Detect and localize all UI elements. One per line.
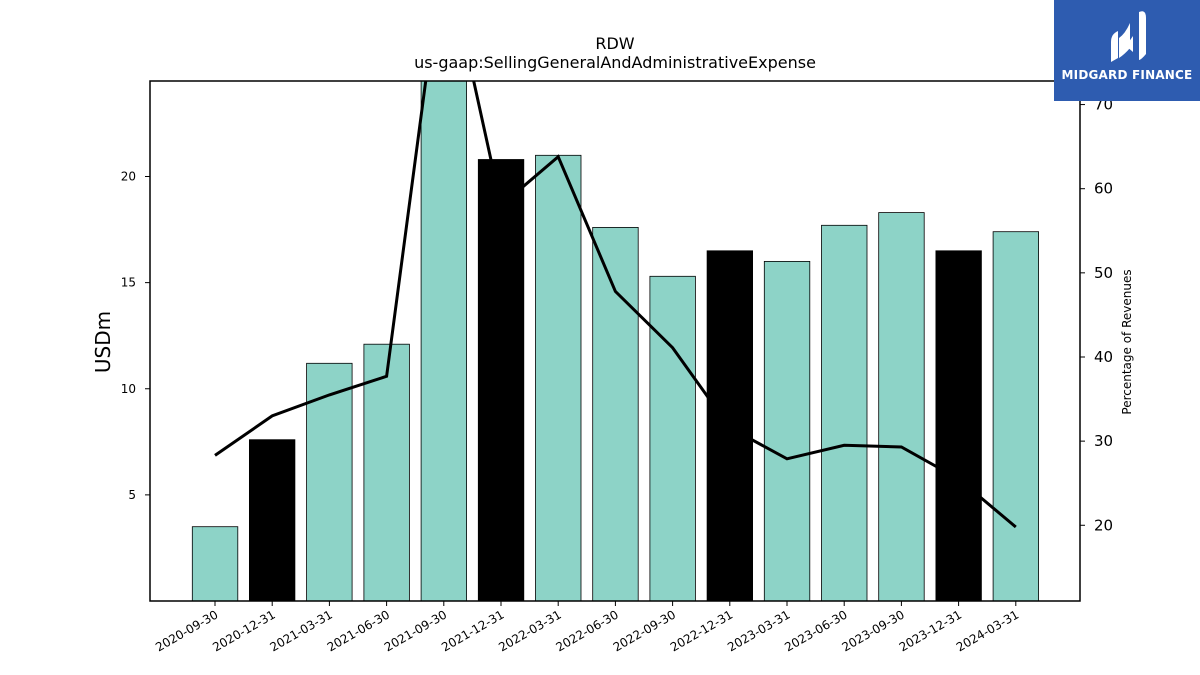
bar-2021-09-30 <box>420 81 468 601</box>
logo-text: MIDGARD FINANCE <box>1061 68 1193 82</box>
y-tick-label: 10 <box>121 382 136 396</box>
y2-tick-label: 20 <box>1094 516 1113 534</box>
y2-tick-label: 40 <box>1094 348 1113 366</box>
bar-2023-09-30 <box>878 212 925 601</box>
bar-2020-12-31 <box>248 439 296 601</box>
y-tick-label: 5 <box>128 488 136 502</box>
bar-series <box>191 81 1039 601</box>
line-series <box>214 81 1017 529</box>
y-axis-left: 5 10 15 20 <box>121 170 150 502</box>
bar-2023-03-31 <box>763 260 811 601</box>
x-tick-label: 2021-12-31 <box>439 607 506 654</box>
bar-2022-09-30 <box>649 275 696 601</box>
y2-tick-label: 30 <box>1094 432 1113 450</box>
x-tick-label: 2023-09-30 <box>839 607 906 654</box>
bar-2023-06-30 <box>821 224 868 601</box>
x-tick-label: 2021-03-31 <box>267 607 334 654</box>
y-tick-label: 20 <box>121 170 136 184</box>
bar-2022-03-31 <box>535 154 582 601</box>
bar-2021-03-31 <box>306 362 353 601</box>
midgard-finance-logo: MIDGARD FINANCE <box>1054 0 1200 101</box>
y2-axis-label: Percentage of Revenues <box>1120 269 1134 414</box>
bar-2022-06-30 <box>592 226 639 601</box>
x-tick-label: 2022-09-30 <box>611 607 678 654</box>
chart-title: RDW <box>595 34 634 53</box>
bar-2024-03-31 <box>992 231 1039 601</box>
percentage-of-revenues-line <box>214 81 1017 529</box>
x-tick-label: 2023-12-31 <box>897 607 964 654</box>
x-tick-label: 2024-03-31 <box>954 607 1021 654</box>
x-tick-label: 2022-06-30 <box>553 607 620 654</box>
x-tick-label: 2021-06-30 <box>325 607 392 654</box>
y-axis-label: USDm <box>91 311 115 373</box>
x-tick-label: 2020-12-31 <box>210 607 277 654</box>
bar-2021-06-30 <box>363 343 410 601</box>
x-tick-label: 2022-12-31 <box>668 607 735 654</box>
chart-subtitle: us-gaap:SellingGeneralAndAdministrativeE… <box>414 53 816 72</box>
y2-tick-label: 50 <box>1094 264 1113 282</box>
x-tick-label: 2022-03-31 <box>496 607 563 654</box>
x-tick-label: 2023-06-30 <box>782 607 849 654</box>
x-tick-label: 2020-09-30 <box>153 607 220 654</box>
bar-2021-12-31 <box>477 159 525 601</box>
y2-tick-label: 60 <box>1094 180 1113 198</box>
x-tick-label: 2023-03-31 <box>725 607 792 654</box>
logo-mark-icon <box>1111 11 1146 62</box>
x-axis: 2020-09-302020-12-312021-03-312021-06-30… <box>153 601 1021 654</box>
bar-2023-12-31 <box>935 250 982 601</box>
bar-2020-09-30 <box>191 526 239 601</box>
x-tick-label: 2021-09-30 <box>382 607 449 654</box>
y-tick-label: 15 <box>121 276 136 290</box>
